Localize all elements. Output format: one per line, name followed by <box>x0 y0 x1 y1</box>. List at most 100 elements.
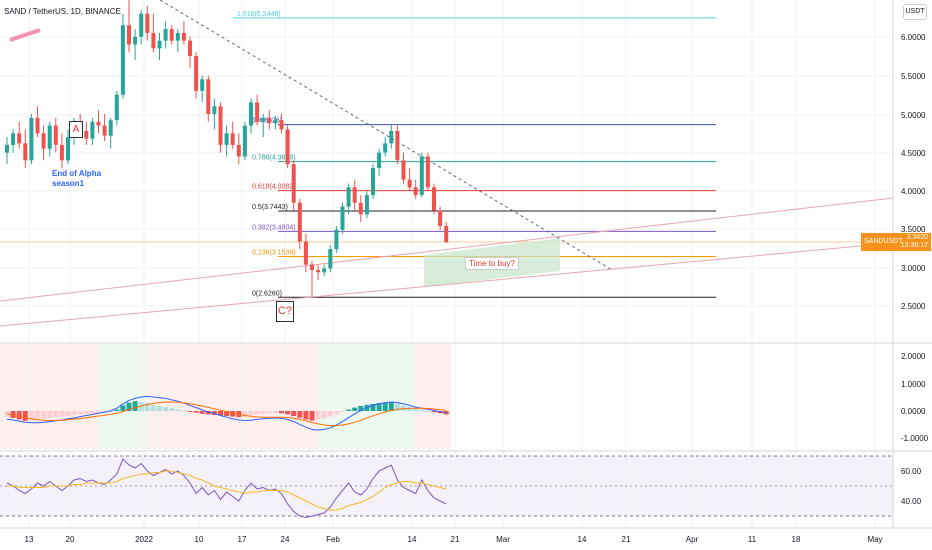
candle-body-68 <box>419 156 424 196</box>
candle-body-17 <box>108 120 113 136</box>
macd-bar-40 <box>248 411 254 416</box>
wave-label-a[interactable]: A <box>69 121 83 138</box>
rsi-pane <box>0 455 893 519</box>
symbol-legend: SAND / TetherUS, 1D, BINANCE <box>4 7 121 16</box>
price-tick-7: 2.5000 <box>901 302 926 311</box>
macd-regime-3 <box>318 344 415 449</box>
time-tick-2: 2022 <box>135 535 153 544</box>
macd-bar-6 <box>41 411 47 419</box>
macd-bar-29 <box>181 410 187 412</box>
fib-label-2: 0.786(4.3839) <box>252 155 296 162</box>
macd-bar-26 <box>163 406 169 411</box>
candle-body-36 <box>224 133 229 145</box>
price-tag-price: 3.3420 <box>906 234 928 241</box>
candle-body-37 <box>230 133 235 145</box>
pink-arrow-stroke <box>9 28 41 42</box>
candle-body-32 <box>200 79 205 91</box>
pane-borders <box>0 0 932 529</box>
alpha-season-note[interactable]: End of Alpha season1 <box>52 169 102 188</box>
time-tick-6: Feb <box>326 535 340 544</box>
rsi-ma-line <box>7 470 447 511</box>
macd-bar-39 <box>242 411 248 417</box>
macd-bar-66 <box>407 407 413 411</box>
fib-label-6: 0.236(3.1539) <box>252 250 296 257</box>
candle-body-4 <box>29 117 34 161</box>
macd-bar-11 <box>71 411 77 416</box>
fibonacci-retracement[interactable]: 1.618(6.2448) 1(4.8626) 0.786(4.3839) 0.618… <box>0 11 893 298</box>
candle-body-43 <box>267 117 272 124</box>
macd-bar-68 <box>419 409 425 411</box>
chart-backgrounds <box>0 344 893 516</box>
macd-bar-1 <box>10 411 16 418</box>
candle-body-61 <box>377 152 382 169</box>
candle-body-53 <box>328 249 333 269</box>
time-tick-15: May <box>867 535 882 544</box>
candle-body-70 <box>432 187 436 211</box>
trend-lines[interactable] <box>0 0 894 327</box>
macd-bar-44 <box>272 411 278 413</box>
candle-body-62 <box>383 143 388 153</box>
macd-bar-28 <box>175 409 181 411</box>
price-tag-countdown: 13:36:17 <box>900 242 928 249</box>
currency-unit-button[interactable]: USDT <box>903 4 927 20</box>
candle-body-25 <box>157 40 162 49</box>
time-tick-9: Mar <box>496 535 510 544</box>
macd-bar-7 <box>47 411 53 418</box>
macd-bar-48 <box>297 411 303 418</box>
macd-bar-20 <box>126 402 132 411</box>
rsi-tick-1: 40.00 <box>901 497 922 506</box>
candle-body-66 <box>407 179 412 188</box>
candle-body-57 <box>352 187 357 203</box>
candle-body-38 <box>236 144 241 157</box>
candle-body-20 <box>127 25 131 45</box>
candle-body-34 <box>212 106 217 114</box>
macd-bar-27 <box>169 408 175 411</box>
time-tick-13: 11 <box>748 535 757 544</box>
candle-body-63 <box>389 130 394 144</box>
candle-body-19 <box>120 25 125 95</box>
time-tick-1: 20 <box>66 535 75 544</box>
candle-body-50 <box>310 264 314 270</box>
candle-body-5 <box>35 117 40 134</box>
rsi-tick-0: 60.00 <box>901 467 922 476</box>
macd-bar-50 <box>309 411 315 421</box>
macd-bar-43 <box>266 411 272 414</box>
macd-bar-5 <box>35 411 40 420</box>
wave-label-c[interactable]: C? <box>276 301 294 322</box>
macd-regime-1 <box>98 344 147 449</box>
macd-tick-2: 0.0000 <box>901 407 926 416</box>
candle-body-14 <box>90 121 95 139</box>
candle-body-30 <box>188 40 192 57</box>
candle-body-52 <box>322 268 327 273</box>
macd-bar-22 <box>138 402 144 411</box>
candle-body-3 <box>23 143 28 161</box>
macd-bar-30 <box>187 411 193 412</box>
macd-bar-8 <box>53 411 59 418</box>
current-price-tag: SANDUSDT 3.3420 13:36:17 <box>861 233 931 251</box>
macd-bar-21 <box>132 401 138 411</box>
macd-bar-57 <box>352 407 358 411</box>
candle-body-7 <box>47 125 52 149</box>
macd-signal-line <box>6 401 447 427</box>
macd-regime-4 <box>415 344 451 449</box>
time-to-buy-note[interactable]: Time to buy? <box>465 257 519 270</box>
price-tick-6: 3.0000 <box>901 264 926 273</box>
candle-body-42 <box>261 117 266 122</box>
macd-bar-49 <box>303 411 309 420</box>
axis-labels: 6.0000 5.5000 5.0000 4.5000 4.0000 3.5000 3.00… <box>25 33 929 544</box>
macd-bar-33 <box>205 411 211 415</box>
candle-body-72 <box>444 225 449 243</box>
macd-bar-61 <box>376 403 382 411</box>
macd-bar-13 <box>83 411 89 414</box>
candle-body-46 <box>285 129 290 165</box>
macd-bar-2 <box>16 411 22 420</box>
fib-label-0: 1.618(6.2448) <box>237 11 281 18</box>
candle-body-26 <box>163 29 168 41</box>
macd-bar-31 <box>193 411 199 413</box>
lower-channel-line <box>0 242 894 327</box>
macd-regime-2 <box>147 344 318 449</box>
price-tag-value: 3.3420 13:36:17 <box>901 234 928 250</box>
price-tag-symbol: SANDUSDT <box>864 238 903 245</box>
macd-bar-36 <box>224 411 230 417</box>
